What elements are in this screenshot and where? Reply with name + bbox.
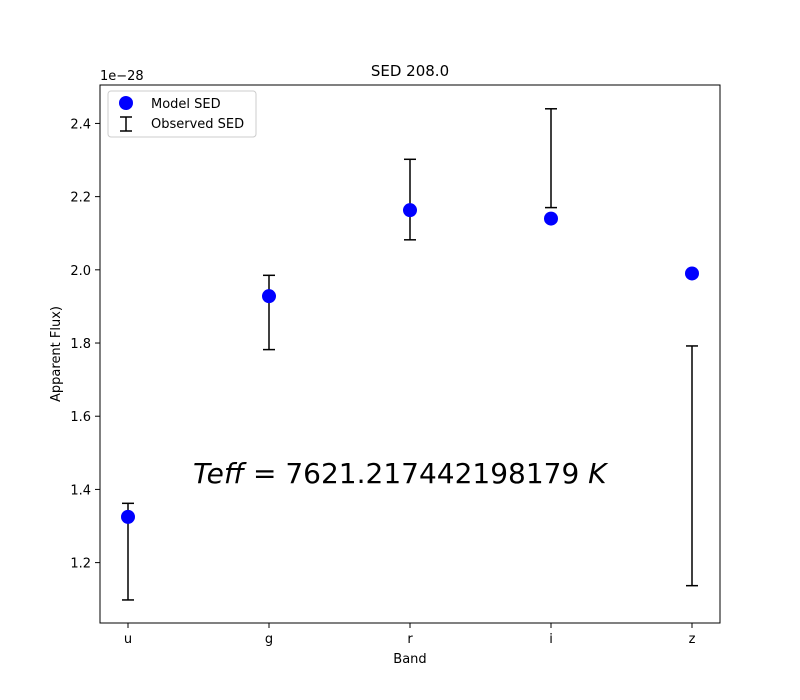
y-tick-label-0: 1.2	[70, 557, 91, 572]
y-tick-label-4: 2.0	[70, 264, 91, 279]
y-tick-label-5: 2.2	[70, 191, 91, 206]
y-axis-label: Apparent Flux)	[49, 306, 64, 402]
teff-annotation: Teff = 7621.217442198179 K	[193, 457, 609, 490]
x-tick-label-i: i	[549, 632, 553, 647]
y-tick-label-1: 1.4	[70, 483, 91, 498]
observed-errorbar-z	[686, 345, 698, 587]
teff-unit: K	[588, 457, 609, 490]
model-point-u	[121, 509, 135, 524]
y-tick-label-3: 1.8	[70, 337, 91, 352]
legend-marker-observed	[120, 116, 132, 132]
model-point-g	[262, 289, 276, 304]
x-tick-label-z: z	[689, 632, 696, 647]
observed-errorbar-r	[404, 158, 416, 241]
legend-marker-model	[119, 96, 133, 110]
y-tick-label-2: 1.6	[70, 410, 91, 425]
chart-title: SED 208.0	[371, 62, 449, 80]
x-tick-label-r: r	[407, 632, 413, 647]
model-point-r	[403, 203, 417, 218]
model-points	[121, 203, 699, 524]
x-tick-label-u: u	[124, 632, 132, 647]
errorbars	[122, 108, 698, 601]
legend-label-observed: Observed SED	[151, 117, 244, 132]
observed-errorbar-g	[263, 274, 275, 351]
x-axis-label: Band	[393, 652, 426, 667]
legend: Model SED Observed SED	[107, 90, 257, 138]
x-tick-label-g: g	[265, 632, 273, 647]
model-point-z	[685, 266, 699, 281]
observed-errorbar-i	[545, 108, 557, 209]
y-tick-label-6: 2.4	[70, 117, 91, 132]
teff-symbol: Teff	[193, 457, 247, 490]
y-offset-text: 1e−28	[100, 69, 144, 84]
model-point-i	[544, 211, 558, 226]
legend-label-model: Model SED	[151, 97, 221, 112]
teff-value: = 7621.217442198179	[244, 457, 588, 490]
legend-box	[107, 90, 257, 138]
y-ticks: 1.2 1.4 1.6 1.8 2.0 2.2 2.4	[70, 117, 100, 572]
